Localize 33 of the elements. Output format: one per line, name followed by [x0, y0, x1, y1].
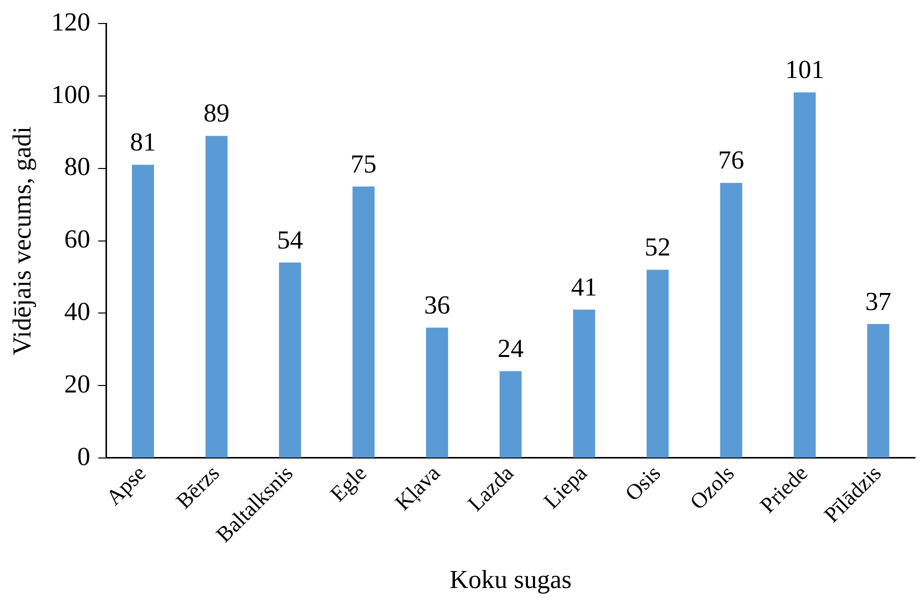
bar — [720, 182, 742, 458]
data-label: 89 — [203, 98, 230, 128]
bar — [794, 92, 816, 458]
y-tick-label: 20 — [64, 369, 90, 398]
data-label: 36 — [424, 290, 450, 320]
bar — [278, 262, 302, 458]
bar — [205, 136, 228, 458]
data-label: 54 — [277, 225, 304, 254]
data-label: 76 — [718, 146, 744, 175]
y-tick-label: 60 — [64, 224, 90, 254]
x-tick-label: Egle — [324, 460, 372, 506]
y-tick-label: 0 — [77, 442, 90, 471]
bar — [426, 328, 448, 458]
data-label: 41 — [571, 272, 598, 302]
data-label: 81 — [130, 128, 156, 157]
y-tick-label: 40 — [64, 297, 90, 326]
bar — [867, 324, 890, 458]
x-axis-title: Koku sugas — [450, 565, 572, 594]
data-label: 75 — [350, 149, 377, 178]
bar — [132, 164, 154, 458]
x-tick-label: Osis — [620, 460, 666, 506]
data-label: 101 — [785, 55, 824, 84]
bar — [500, 371, 522, 458]
data-label: 37 — [865, 286, 892, 316]
data-label: 24 — [498, 334, 524, 363]
bar — [573, 310, 596, 458]
y-tick-label: 100 — [51, 80, 90, 109]
y-tick-label: 80 — [64, 152, 90, 182]
bar — [352, 186, 375, 458]
bar — [646, 270, 669, 458]
y-axis-title: Vidējais vecums, gadi — [7, 126, 36, 356]
data-label: 52 — [644, 232, 671, 262]
y-tick-label: 120 — [51, 7, 90, 36]
